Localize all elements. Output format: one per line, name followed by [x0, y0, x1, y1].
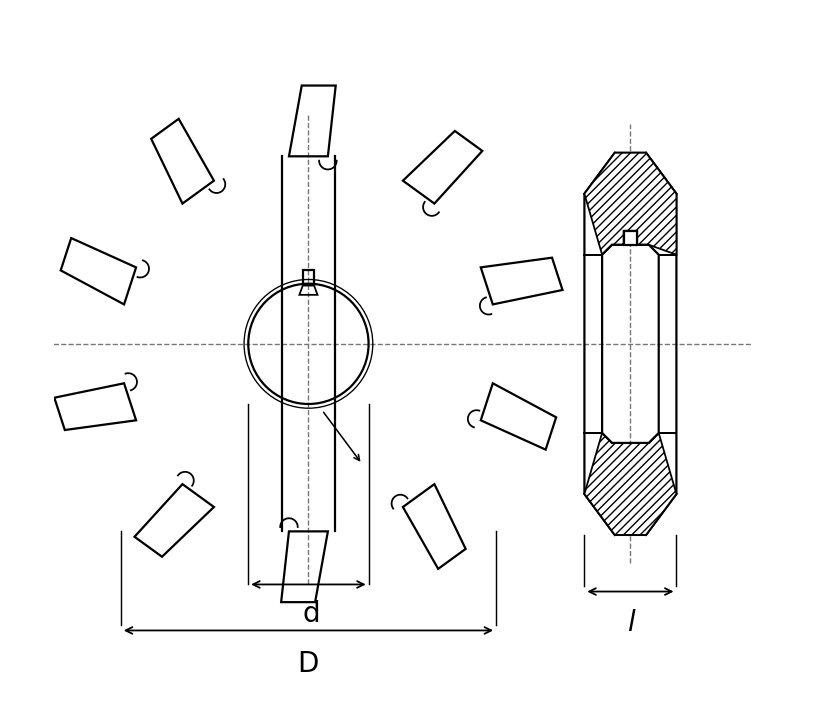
- Polygon shape: [623, 231, 637, 245]
- Text: D: D: [297, 650, 319, 678]
- Polygon shape: [584, 153, 676, 255]
- Text: d: d: [302, 600, 320, 628]
- Polygon shape: [584, 433, 676, 535]
- Text: l: l: [627, 609, 634, 637]
